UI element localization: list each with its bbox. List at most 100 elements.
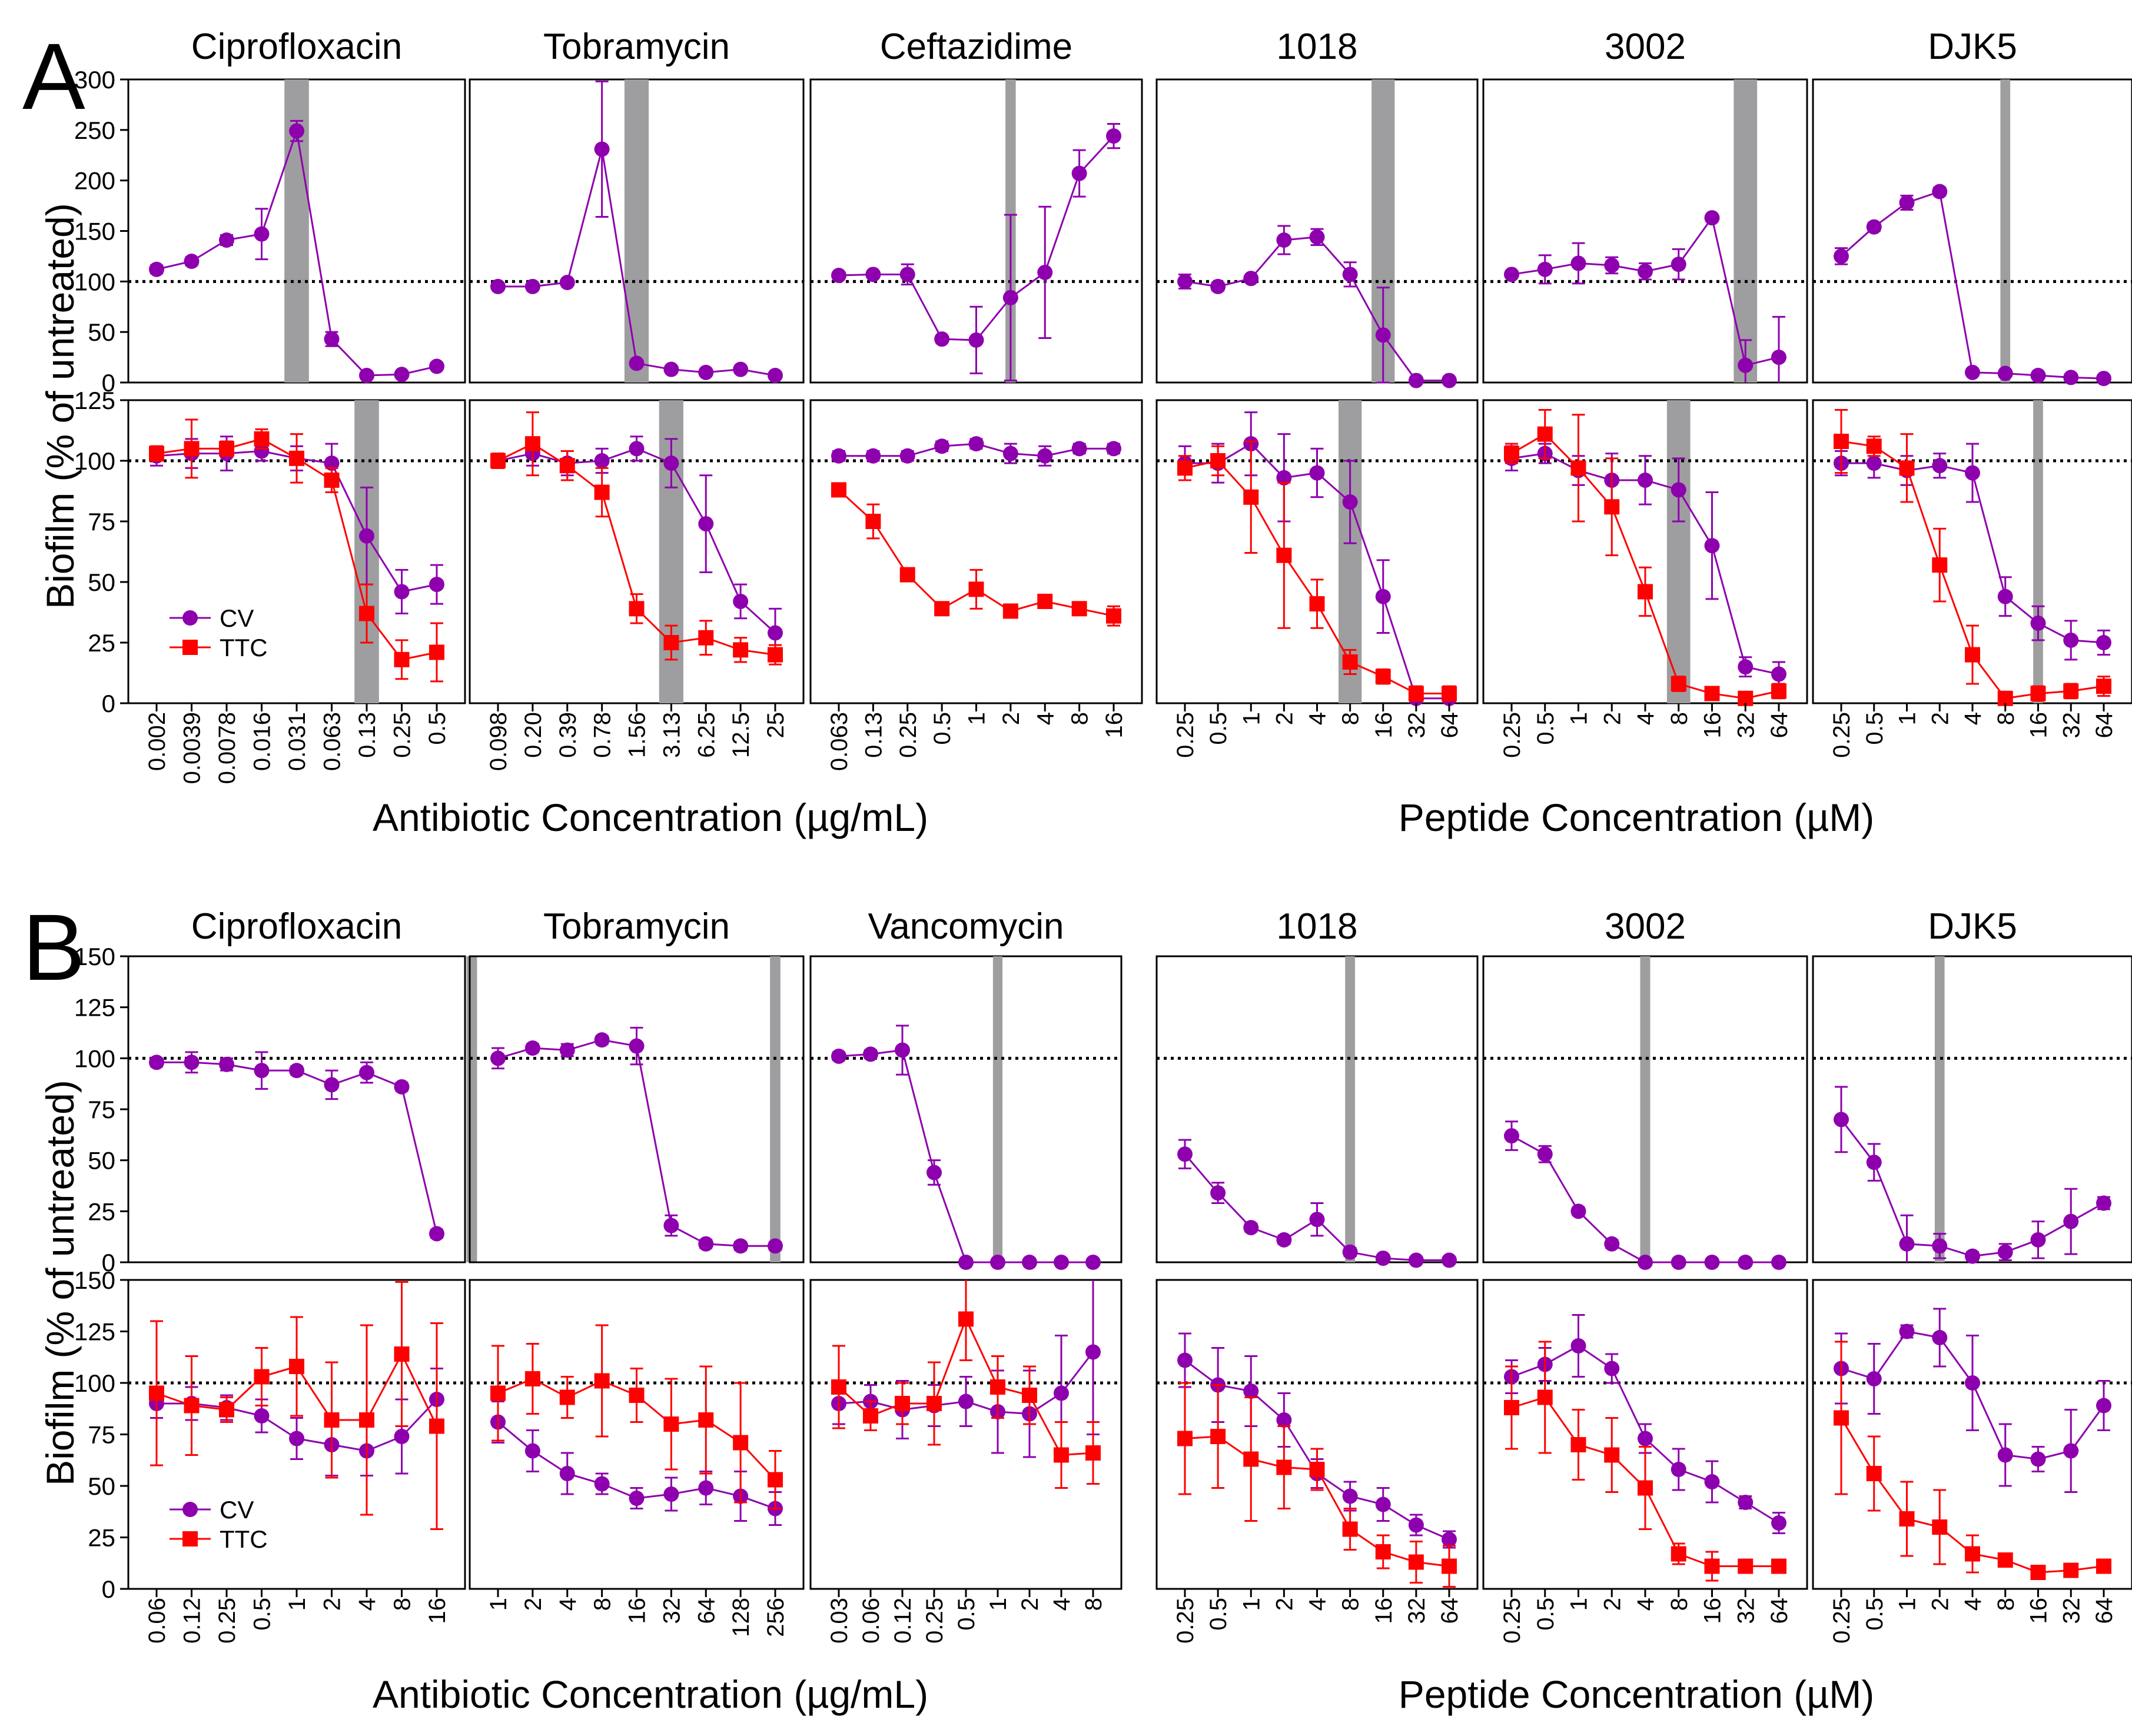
pa-3002-bottom-cv-point — [1704, 538, 1720, 554]
pb-djk5-bottom-ttc-point — [2096, 1558, 2111, 1574]
pb-djk5-top-cv-line — [1840, 1119, 2104, 1258]
pa-tobramycin-bottom-xtick-label: 1.56 — [625, 712, 650, 758]
pb-djk5-top-cv-point — [2096, 1195, 2111, 1211]
x-axis-title-b-peptide: Peptide Concentration (µM) — [1399, 1672, 1874, 1716]
pb-tobramycin-bottom-xtick-label: 1 — [486, 1598, 512, 1611]
pb-ciprofloxacin-bottom-ttc-point — [324, 1412, 340, 1428]
pa-tobramycin-top-mic-band — [624, 79, 649, 383]
pb-tobramycin-bottom-ttc-point — [490, 1385, 506, 1401]
pb-ciprofloxacin-bottom-cv-point — [254, 1408, 270, 1424]
pa-ceftazidime-bottom-xtick-label: 8 — [1067, 712, 1093, 725]
pa-1018-bottom-xtick-label: 2 — [1271, 712, 1297, 725]
pa-1018-bottom-xtick-label: 0.5 — [1206, 712, 1231, 745]
pb-djk5-bottom-xtick-label: 0.5 — [1862, 1598, 1888, 1631]
pa-djk5-bottom-xtick-label: 32 — [2058, 712, 2084, 739]
pa-tobramycin-bottom-cv-point — [594, 453, 610, 468]
pa-tobramycin-bottom-cv-point — [733, 593, 749, 609]
pa-3002-bottom-frame — [1482, 399, 1808, 704]
pb-1018-bottom-cv-point — [1276, 1412, 1292, 1428]
pa-ciprofloxacin-bottom-ytick-label: 0 — [102, 690, 115, 717]
pb-1018-bottom-cv-point — [1408, 1517, 1424, 1533]
pb-tobramycin-top-cv-point — [594, 1032, 610, 1048]
pa-ceftazidime-bottom-xtick-label: 2 — [998, 712, 1024, 725]
x-axis-title-a-antibiotic: Antibiotic Concentration (µg/mL) — [373, 796, 928, 839]
pb-djk5-bottom-cv-point — [1899, 1323, 1915, 1339]
pa-3002-top-cv-point — [1504, 267, 1519, 282]
pb-1018-top-cv-point — [1442, 1252, 1457, 1268]
pa-tobramycin-bottom-cv-point — [663, 455, 679, 471]
pa-djk5-bottom-cv-point — [2063, 632, 2079, 648]
pb-ciprofloxacin-bottom-ttc-point — [184, 1398, 200, 1414]
pa-3002-title: 3002 — [1605, 26, 1686, 67]
pa-djk5-bottom-ttc-point — [2063, 683, 2079, 699]
pb-1018-bottom-xtick-label: 0.25 — [1173, 1598, 1198, 1644]
pb-djk5-bottom-xtick-label: 32 — [2058, 1598, 2084, 1624]
pa-tobramycin-bottom-xtick-label: 0.20 — [520, 712, 546, 758]
pb-ciprofloxacin-top-ytick-label: 150 — [74, 943, 115, 970]
pa-djk5-bottom-mic-band — [2033, 400, 2043, 703]
pb-djk5-top-cv-point — [1997, 1244, 2013, 1260]
pb-ciprofloxacin-top-cv-point — [324, 1077, 340, 1093]
pb-tobramycin-bottom-cv-point — [698, 1480, 714, 1496]
pa-1018-bottom-ttc-point — [1442, 686, 1457, 701]
pb-1018-bottom-cv-point — [1375, 1496, 1391, 1512]
pa-ceftazidime-bottom-cv-point — [1037, 448, 1053, 464]
pa-ceftazidime-top-cv-point — [968, 332, 984, 348]
pa-3002-bottom-xtick-label: 64 — [1766, 712, 1792, 739]
pa-ceftazidime-bottom-ttc-point — [934, 601, 950, 617]
pa-ceftazidime-bottom-cv-point — [865, 448, 881, 464]
pb-1018-bottom-xtick-label: 0.5 — [1206, 1598, 1231, 1631]
pb-ciprofloxacin-bottom-ttc-point — [289, 1359, 304, 1374]
pb-tobramycin-bottom-ttc-point — [559, 1389, 575, 1405]
pa-1018-bottom-xtick-label: 32 — [1404, 712, 1430, 739]
pb-tobramycin-bottom-xtick-label: 8 — [590, 1598, 616, 1611]
pb-1018-top-frame — [1155, 955, 1479, 1263]
pa-1018-bottom-ttc-point — [1243, 489, 1259, 505]
pb-3002-bottom-xtick-label: 8 — [1666, 1598, 1692, 1611]
pa-djk5-bottom-xtick-label: 2 — [1927, 712, 1953, 725]
pb-ciprofloxacin-top-ytick-label: 25 — [88, 1198, 115, 1225]
pb-1018-top-cv-point — [1375, 1251, 1391, 1266]
pa-ceftazidime-bottom-cv-point — [934, 438, 950, 454]
pa-ciprofloxacin-bottom-ytick-label: 100 — [74, 447, 115, 475]
pb-3002-top-cv-point — [1671, 1255, 1686, 1270]
pb-3002-bottom-cv-point — [1738, 1495, 1754, 1510]
pa-djk5-bottom-xtick-label: 0.5 — [1862, 712, 1888, 745]
pa-tobramycin-bottom-ttc-point — [629, 601, 645, 617]
pb-tobramycin-top-cv-line — [497, 1039, 775, 1247]
pb-djk5-bottom-cv-point — [1932, 1330, 1948, 1345]
pb-ciprofloxacin-bottom-xtick-label: 4 — [354, 1598, 380, 1611]
pa-djk5-bottom-xtick-label: 4 — [1960, 712, 1986, 725]
pa-1018-top-cv-point — [1309, 229, 1325, 245]
pb-1018-bottom-frame — [1155, 1279, 1479, 1590]
pb-1018-bottom-ttc-point — [1375, 1544, 1391, 1559]
pb-tobramycin-top-cv-point — [559, 1042, 575, 1058]
pb-legend-cv-label: CV — [220, 1496, 254, 1524]
pb-vancomycin-bottom-xtick-label: 1 — [985, 1598, 1011, 1611]
pa-ciprofloxacin-bottom-cv-point — [359, 528, 374, 544]
panel-label-a: A — [22, 24, 85, 129]
pa-djk5-bottom-cv-point — [1965, 465, 1980, 481]
pa-ceftazidime-bottom-ttc-point — [1106, 608, 1121, 624]
pb-3002-bottom-cv-point — [1604, 1361, 1620, 1376]
pa-1018-bottom-ttc-point — [1276, 547, 1292, 563]
pb-vancomycin-bottom-ttc-point — [863, 1408, 878, 1424]
pb-1018-top-cv-point — [1243, 1220, 1259, 1236]
pb-tobramycin-bottom-xtick-label: 64 — [693, 1598, 719, 1624]
pb-ciprofloxacin-bottom-ytick-label: 50 — [88, 1472, 115, 1500]
pb-ciprofloxacin-bottom-ytick-label: 100 — [74, 1369, 115, 1397]
pb-tobramycin-bottom-cv-point — [594, 1476, 610, 1492]
pa-tobramycin-bottom-xtick-label: 25 — [763, 712, 789, 739]
pb-tobramycin-bottom-cv-point — [663, 1486, 679, 1502]
pa-1018-bottom-xtick-label: 16 — [1371, 712, 1397, 739]
pb-vancomycin-bottom-ttc-point — [1054, 1447, 1069, 1463]
pa-3002-bottom-cv-point — [1638, 472, 1653, 488]
pb-3002-bottom-ttc-point — [1537, 1389, 1553, 1405]
pb-ciprofloxacin-bottom-xtick-label: 0.12 — [180, 1598, 205, 1644]
pa-tobramycin-top-cv-point — [594, 141, 610, 157]
pa-1018-bottom-xtick-label: 8 — [1338, 712, 1364, 725]
pb-vancomycin-bottom-ttc-point — [926, 1396, 942, 1411]
pa-ciprofloxacin-bottom-cv-point — [429, 577, 444, 593]
pa-ceftazidime-bottom-cv-point — [899, 448, 915, 464]
